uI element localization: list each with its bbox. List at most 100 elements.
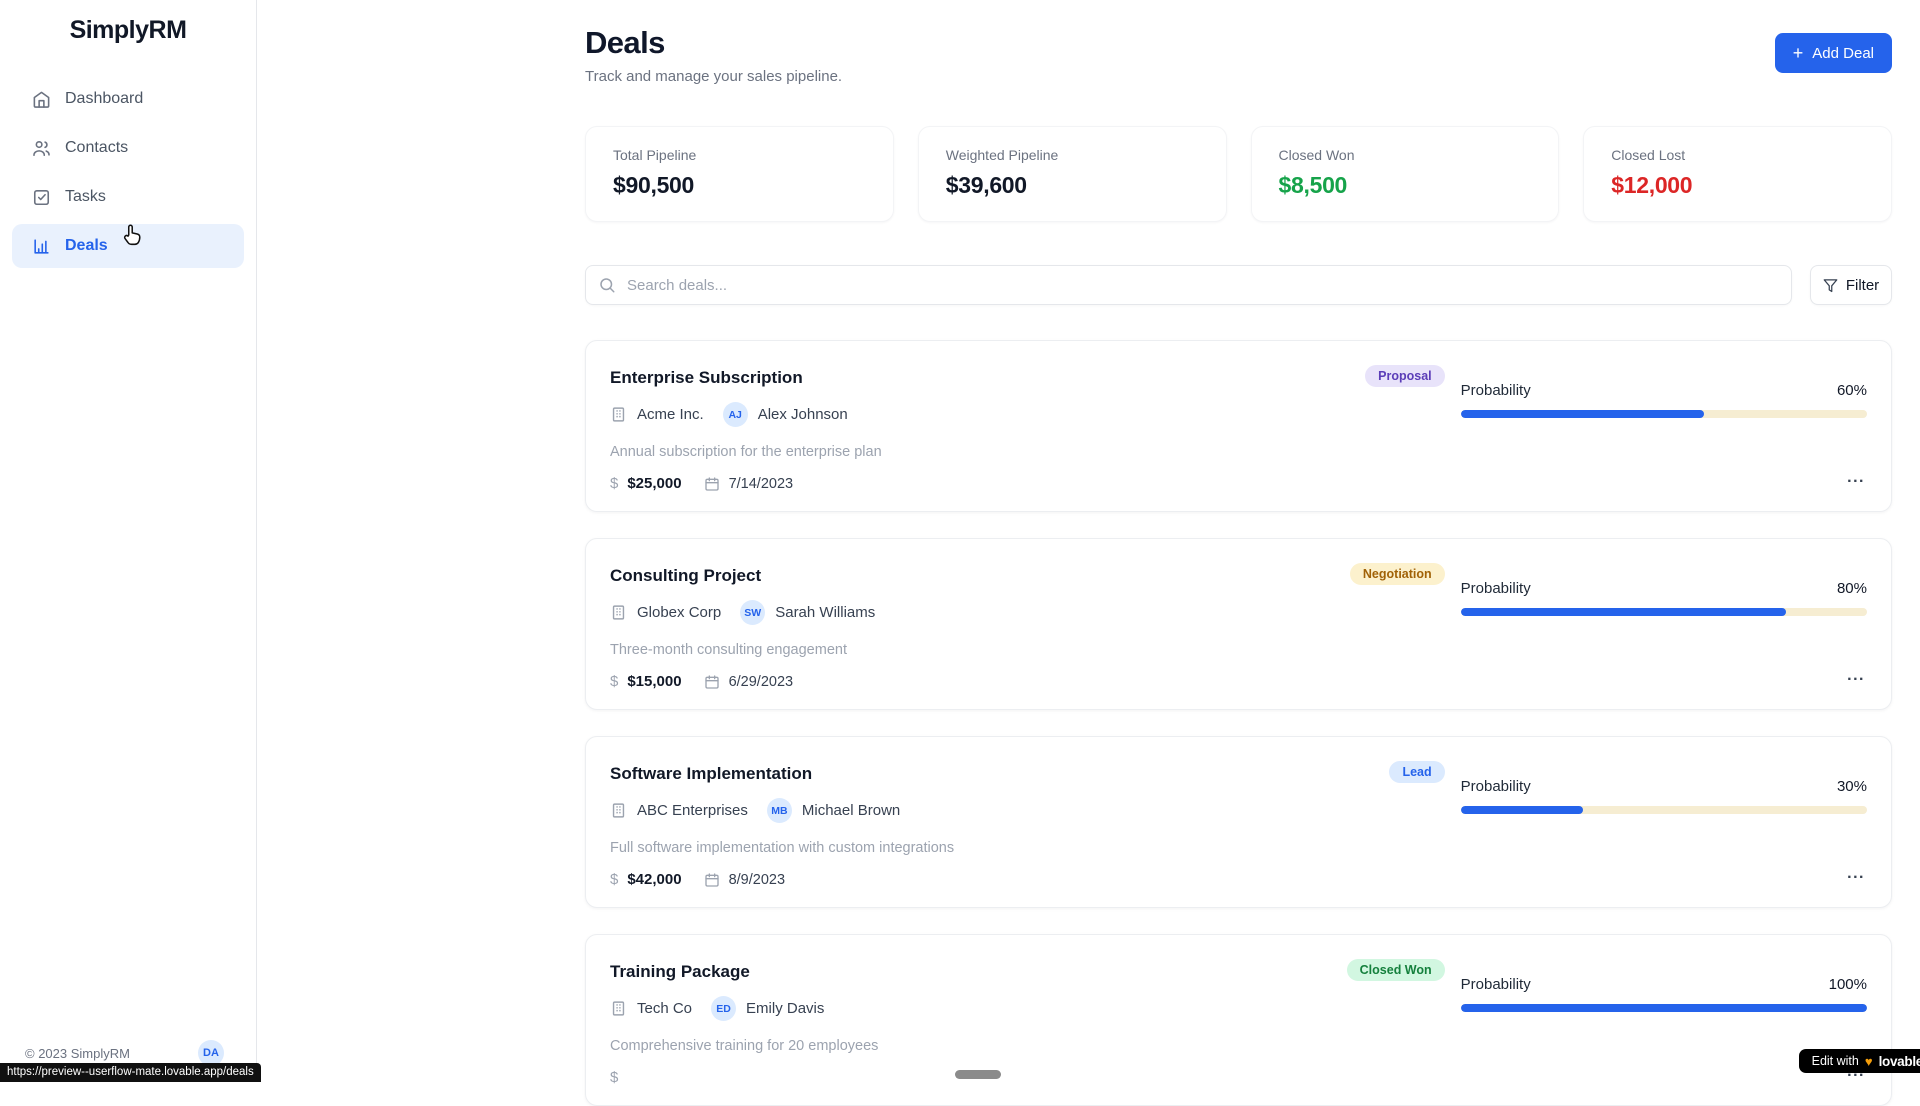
probability-value: 60% — [1836, 382, 1867, 399]
sidebar-item-label: Contacts — [65, 139, 129, 156]
deal-left: Software Implementation Lead ABC Enterpr… — [610, 761, 1445, 888]
deal-description: Three-month consulting engagement — [610, 642, 847, 658]
deal-right: Probability 30% ... — [1460, 761, 1867, 883]
contact-avatar: ED — [711, 996, 737, 1021]
heart-icon: ♥ — [1864, 1053, 1873, 1069]
home-icon — [32, 90, 51, 109]
deal-card[interactable]: Training Package Closed Won Tech Co ED E… — [585, 934, 1892, 1106]
building-icon — [610, 1000, 627, 1017]
deal-right: Probability 80% ... — [1460, 563, 1867, 685]
dollar-icon: $ — [610, 1069, 619, 1086]
edit-with-lovable-badge[interactable]: Edit with ♥ lovable — [1798, 1049, 1920, 1073]
deal-title: Software Implementation — [610, 764, 813, 783]
probability-bar — [1460, 608, 1867, 616]
page-title: Deals — [585, 25, 665, 60]
lovable-logo: lovable — [1878, 1053, 1920, 1069]
probability-fill — [1460, 608, 1786, 616]
stage-badge: Lead — [1389, 761, 1445, 783]
stat-value: $8,500 — [1278, 172, 1348, 198]
probability-label: Probability — [1460, 382, 1531, 399]
search-wrap — [585, 265, 1792, 305]
more-options-button[interactable]: ... — [1847, 865, 1865, 882]
search-icon — [598, 276, 616, 294]
more-options-button[interactable]: ... — [1847, 667, 1865, 684]
stage-badge: Proposal — [1365, 365, 1445, 387]
sidebar-item-dashboard[interactable]: Dashboard — [12, 77, 244, 121]
stat-label: Closed Lost — [1611, 147, 1686, 163]
probability-bar — [1460, 410, 1867, 418]
sidebar-footer: © 2023 SimplyRM DA — [0, 1040, 256, 1066]
deal-right: Probability 100% ... — [1460, 959, 1867, 1081]
dollar-icon: $ — [610, 871, 619, 888]
stage-badge: Closed Won — [1346, 959, 1445, 981]
stat-closed-lost: Closed Lost $12,000 — [1583, 126, 1892, 222]
copyright-text: © 2023 SimplyRM — [25, 1045, 130, 1061]
stat-label: Total Pipeline — [613, 147, 697, 163]
contact-avatar: SW — [740, 600, 766, 625]
stat-weighted-pipeline: Weighted Pipeline $39,600 — [917, 126, 1227, 222]
probability-value: 30% — [1836, 778, 1867, 795]
deal-value: $42,000 — [627, 871, 682, 888]
search-input[interactable] — [585, 265, 1792, 305]
deal-right: Probability 60% ... — [1460, 365, 1867, 487]
stage-badge: Negotiation — [1349, 563, 1445, 585]
building-icon — [610, 802, 627, 819]
hand-cursor-icon — [119, 222, 145, 248]
deal-left: Consulting Project Negotiation Globex Co… — [610, 563, 1445, 690]
probability-label: Probability — [1460, 778, 1531, 795]
deal-contact: Emily Davis — [746, 1000, 825, 1017]
user-avatar[interactable]: DA — [198, 1040, 224, 1066]
users-icon — [32, 139, 51, 158]
add-deal-button[interactable]: + Add Deal — [1774, 33, 1892, 73]
plus-icon: + — [1792, 43, 1804, 63]
stat-label: Closed Won — [1278, 147, 1355, 163]
stat-closed-won: Closed Won $8,500 — [1250, 126, 1560, 222]
probability-fill — [1460, 1004, 1867, 1012]
stat-value: $90,500 — [613, 172, 695, 198]
deal-company: Acme Inc. — [637, 406, 704, 423]
deal-company: Globex Corp — [637, 604, 722, 621]
deal-contact: Sarah Williams — [775, 604, 876, 621]
deal-value: $25,000 — [627, 475, 682, 492]
deal-date: 6/29/2023 — [728, 673, 794, 690]
deal-date: 8/9/2023 — [728, 871, 786, 888]
filter-button[interactable]: Filter — [1810, 265, 1892, 305]
contact-avatar: AJ — [722, 402, 748, 427]
filter-label: Filter — [1845, 276, 1880, 294]
probability-value: 100% — [1828, 976, 1867, 993]
search-row: Filter — [585, 265, 1892, 305]
check-square-icon — [32, 188, 51, 207]
probability-fill — [1460, 410, 1705, 418]
deal-card[interactable]: Enterprise Subscription Proposal Acme In… — [585, 340, 1892, 512]
deal-title: Consulting Project — [610, 566, 762, 585]
calendar-icon — [704, 872, 720, 888]
app-logo: SimplyRM — [69, 16, 187, 44]
building-icon — [610, 604, 627, 621]
sidebar-item-tasks[interactable]: Tasks — [12, 175, 244, 219]
sidebar-item-contacts[interactable]: Contacts — [12, 126, 244, 170]
deal-card[interactable]: Software Implementation Lead ABC Enterpr… — [585, 736, 1892, 908]
page-header: Deals Track and manage your sales pipeli… — [585, 0, 1892, 85]
deal-value: $15,000 — [627, 673, 682, 690]
sidebar-item-label: Tasks — [65, 188, 106, 205]
deal-title: Enterprise Subscription — [610, 368, 803, 387]
calendar-icon — [704, 674, 720, 690]
bar-chart-icon — [32, 237, 51, 256]
probability-bar — [1460, 1004, 1867, 1012]
stat-total-pipeline: Total Pipeline $90,500 — [585, 126, 894, 222]
sidebar-item-label: Deals — [65, 237, 108, 254]
horizontal-scrollbar-thumb[interactable] — [955, 1070, 1001, 1079]
dollar-icon: $ — [610, 475, 619, 492]
deal-card[interactable]: Consulting Project Negotiation Globex Co… — [585, 538, 1892, 710]
sidebar: SimplyRM Dashboard Contacts Tasks Deals — [0, 0, 257, 1080]
probability-label: Probability — [1460, 976, 1531, 993]
deal-company: ABC Enterprises — [637, 802, 748, 819]
deals-list: Enterprise Subscription Proposal Acme In… — [585, 340, 1892, 1106]
pipeline-stats: Total Pipeline $90,500 Weighted Pipeline… — [585, 126, 1892, 222]
stat-value: $12,000 — [1611, 172, 1693, 198]
more-options-button[interactable]: ... — [1847, 469, 1865, 486]
deal-left: Training Package Closed Won Tech Co ED E… — [610, 959, 1445, 1086]
calendar-icon — [704, 476, 720, 492]
deal-contact: Michael Brown — [801, 802, 901, 819]
main-content: Deals Track and manage your sales pipeli… — [585, 0, 1892, 1106]
